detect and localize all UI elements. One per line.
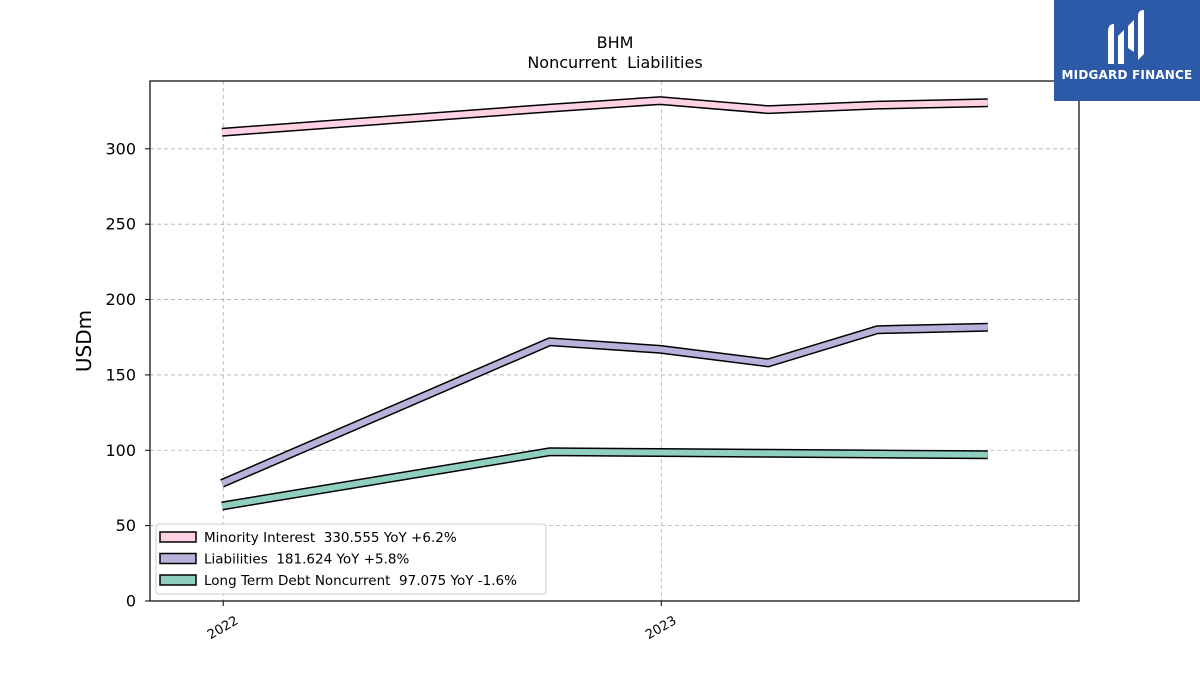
- x-axis: 2022 2023: [205, 601, 679, 643]
- legend-swatch: [159, 574, 197, 586]
- legend-entry: Minority Interest 330.555 YoY +6.2%: [204, 530, 457, 546]
- chart-title: BHM: [597, 33, 634, 52]
- series-outline: [220, 322, 988, 488]
- series-line: [221, 97, 988, 136]
- brand-logo: MIDGARD FINANCE: [1054, 0, 1200, 101]
- y-tick-label: 50: [116, 516, 136, 535]
- series-long-term-debt-noncurrent: [221, 447, 988, 511]
- series-line: [221, 448, 988, 509]
- legend-swatch: [159, 531, 197, 543]
- x-tick-label: 2023: [643, 613, 679, 643]
- y-tick-label: 0: [126, 592, 136, 611]
- y-axis: 0 50 100 150 200 250 300: [105, 139, 150, 611]
- legend-box: [155, 523, 547, 595]
- series-minority-interest: [221, 96, 988, 137]
- plot-frame: [149, 80, 1080, 602]
- y-tick-label: 250: [105, 215, 136, 234]
- logo-mark-icon: [1108, 10, 1144, 64]
- x-tick-label: 2022: [205, 613, 241, 643]
- legend-swatch: [159, 552, 197, 565]
- series-outline: [221, 447, 988, 511]
- y-tick-label: 300: [105, 139, 136, 158]
- series-layer: [220, 96, 988, 511]
- y-tick-label: 150: [105, 365, 136, 384]
- series-line: [220, 324, 988, 487]
- grid: [150, 81, 1079, 601]
- y-axis-label: USDm: [72, 310, 96, 372]
- series-liabilities: [220, 322, 988, 488]
- y-tick-label: 200: [105, 290, 136, 309]
- legend-entry: Liabilities 181.624 YoY +5.8%: [204, 552, 409, 568]
- logo-text: MIDGARD FINANCE: [1061, 68, 1193, 82]
- y-tick-label: 100: [105, 441, 136, 460]
- chart-subtitle: Noncurrent Liabilities: [527, 53, 702, 72]
- legend: Minority Interest 330.555 YoY +6.2% Liabi…: [155, 523, 547, 595]
- legend-entry: Long Term Debt Noncurrent 97.075 YoY -1.…: [204, 573, 517, 589]
